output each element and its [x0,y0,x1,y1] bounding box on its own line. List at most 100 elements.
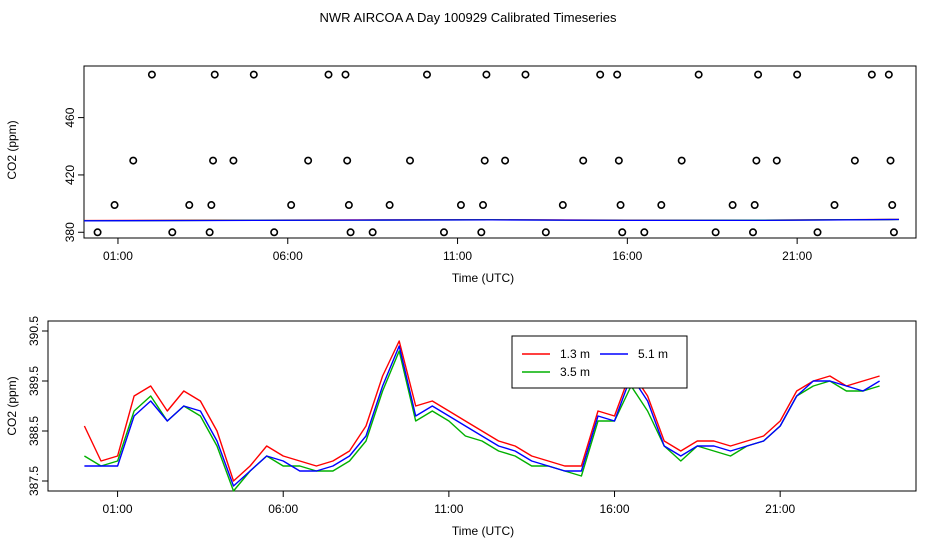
top-x-tick-label: 16:00 [612,249,642,263]
legend: 1.3 m 5.1 m 3.5 m [511,335,688,389]
top-y-tick-label: 380 [63,222,77,242]
top-scatter-point [677,156,686,165]
bottom-x-tick-label: 11:00 [434,502,463,516]
top-scatter-point [422,70,431,79]
top-scatter-point [750,201,759,210]
figure-title: NWR AIRCOA A Day 100929 Calibrated Times… [320,10,617,25]
top-scatter-point [480,156,489,165]
bottom-x-tick-label: 21:00 [765,502,795,516]
top-scatter-point [640,228,649,237]
top-scatter-point [813,228,822,237]
top-scatter-point [558,201,567,210]
top-scatter-point [93,228,102,237]
top-scatter-point [343,156,352,165]
bottom-x-tick-label: 01:00 [103,502,133,516]
top-scatter-point [129,156,138,165]
top-x-axis: 01:00 06:00 11:00 16:00 21:00 [103,238,812,263]
top-scatter-point [889,228,898,237]
top-scatter-point [596,70,605,79]
top-scatter-point [205,228,214,237]
top-scatter-point [521,70,530,79]
bottom-y-tick-label: 388.5 [27,416,41,446]
top-scatter-point [346,228,355,237]
top-scatter-point [613,70,622,79]
top-scatter-point [793,70,802,79]
top-scatter-point [616,201,625,210]
top-scatter-point [439,228,448,237]
bottom-series-line [84,345,880,487]
top-scatter-point [579,156,588,165]
legend-label: 1.3 m [560,347,590,361]
bottom-y-axis-label: CO2 (ppm) [5,376,19,435]
panel-bottom: 01:00 06:00 11:00 16:00 21:00 387.5 388.5 389.… [5,316,917,538]
top-scatter-point [324,70,333,79]
top-scatter-point [406,156,415,165]
top-scatter-point [754,70,763,79]
top-x-tick-label: 01:00 [103,249,133,263]
top-scatter-point [249,70,258,79]
top-scatter-point [147,70,156,79]
top-scatter-point [185,201,194,210]
top-scatter-points [93,70,898,237]
top-scatter-point [482,70,491,79]
top-scatter-point [772,156,781,165]
top-scatter-point [867,70,876,79]
bottom-x-tick-label: 06:00 [268,502,298,516]
top-x-tick-label: 06:00 [273,249,303,263]
top-scatter-point [385,201,394,210]
top-scatter-point [110,201,119,210]
top-scatter-point [209,156,218,165]
top-series-line [83,218,900,222]
top-y-axis: 380 420 460 [63,107,84,242]
bottom-y-tick-label: 389.5 [27,366,41,396]
top-scatter-point [657,201,666,210]
top-series-lines [83,218,900,222]
top-scatter-point [368,228,377,237]
legend-box [511,335,688,389]
bottom-plot-frame [47,320,917,492]
top-scatter-point [287,201,296,210]
top-scatter-point [479,201,488,210]
top-x-tick-label: 21:00 [782,249,812,263]
top-scatter-point [711,228,720,237]
top-scatter-point [344,201,353,210]
top-x-axis-label: Time (UTC) [452,271,514,285]
top-scatter-point [210,70,219,79]
top-scatter-point [694,70,703,79]
top-scatter-point [207,201,216,210]
top-scatter-point [614,156,623,165]
top-scatter-point [748,228,757,237]
bottom-y-tick-label: 390.5 [27,316,41,346]
bottom-x-tick-label: 16:00 [600,502,630,516]
top-scatter-point [850,156,859,165]
bottom-x-axis-label: Time (UTC) [452,524,514,538]
top-x-tick-label: 11:00 [443,249,472,263]
top-scatter-point [456,201,465,210]
top-scatter-point [830,201,839,210]
bottom-series-line [84,350,880,492]
top-scatter-point [341,70,350,79]
top-scatter-point [270,228,279,237]
panel-top: 01:00 06:00 11:00 16:00 21:00 380 420 460 Time… [5,65,917,285]
bottom-series-line [83,340,880,482]
bottom-y-tick-label: 387.5 [27,466,41,496]
top-y-tick-label: 460 [63,107,77,127]
top-scatter-point [168,228,177,237]
bottom-x-axis: 01:00 06:00 11:00 16:00 21:00 [103,491,796,516]
top-scatter-point [728,201,737,210]
top-scatter-point [541,228,550,237]
top-scatter-point [229,156,238,165]
top-scatter-point [752,156,761,165]
top-scatter-point [501,156,510,165]
top-plot-frame [83,65,917,239]
bottom-series-lines [83,340,880,492]
legend-label: 5.1 m [638,347,668,361]
bottom-y-axis: 387.5 388.5 389.5 390.5 [27,316,48,496]
top-y-tick-label: 420 [63,165,77,185]
top-scatter-point [618,228,627,237]
legend-label: 3.5 m [560,365,590,379]
top-scatter-point [884,70,893,79]
top-scatter-point [304,156,313,165]
